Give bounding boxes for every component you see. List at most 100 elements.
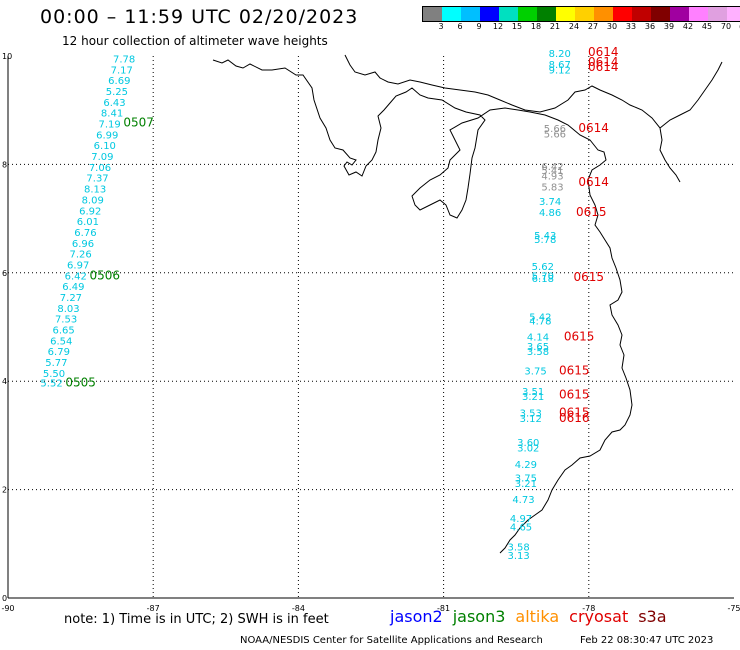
map-grid: 10 8 6 4 2 0-90 -87 -84 -81 -78 -75	[1, 52, 740, 613]
swh-label: 6.10	[94, 141, 116, 152]
swh-label: 8.13	[84, 185, 106, 196]
swh-label: 5.52	[40, 379, 62, 390]
page-title: 00:00 – 11:59 UTC 02/20/2023	[40, 6, 359, 28]
page-subtitle: 12 hour collection of altimeter wave hei…	[62, 34, 328, 48]
swh-label: 4.14	[527, 333, 549, 344]
swh-label: 3.02	[517, 444, 539, 455]
swh-label: 8.67	[549, 60, 571, 71]
swh-label: 6.69	[108, 76, 130, 87]
swh-label: 3.13	[507, 551, 529, 562]
swh-label: 5.66	[544, 124, 566, 135]
swh-label: 6.49	[62, 282, 84, 293]
color-scale-bar	[422, 6, 740, 22]
swh-label: 8.20	[549, 49, 571, 60]
time-label: 0614	[578, 175, 609, 189]
lat-tick-label: 10	[2, 52, 12, 61]
time-label: 0507	[123, 115, 154, 129]
color-scale-label: 24	[568, 22, 580, 31]
swh-label: 4.86	[539, 208, 561, 219]
color-scale-label: 36	[644, 22, 656, 31]
swh-label: 7.27	[60, 293, 82, 304]
time-label: 0616	[559, 411, 590, 425]
swh-label: 7.17	[111, 65, 133, 76]
swh-label: 7.26	[69, 250, 91, 261]
swh-label: 5.62	[532, 262, 554, 273]
swh-label: 4.78	[529, 316, 551, 327]
swh-label: 5.25	[106, 87, 128, 98]
swh-label: 7.06	[89, 163, 111, 174]
color-scale-label: 21	[549, 22, 561, 31]
color-scale-label: 33	[625, 22, 637, 31]
swh-label: 3.21	[515, 479, 537, 490]
swh-label: 7.19	[99, 120, 121, 131]
swh-label: 7.37	[86, 174, 108, 185]
color-scale-label: 6	[457, 22, 463, 31]
swh-label: 5.41	[541, 166, 563, 177]
swh-label: 5.42	[529, 312, 551, 323]
swh-label: 6.43	[103, 98, 125, 109]
swh-label: 8.09	[82, 195, 104, 206]
swh-label: 5.43	[534, 231, 556, 242]
color-swatch	[651, 7, 670, 21]
lon-tick-label: -81	[437, 604, 450, 613]
color-scale-label: 27	[587, 22, 599, 31]
swh-label: 6.96	[72, 239, 94, 250]
swh-label: 9.12	[549, 65, 571, 76]
satellite-legend-jason3: jason3	[452, 607, 506, 626]
swh-label: 5.77	[45, 358, 67, 369]
lon-tick-label: -75	[727, 604, 740, 613]
coastline-north	[344, 54, 723, 183]
satellite-legend-cryosat: cryosat	[569, 607, 629, 626]
lat-tick-label: 4	[2, 377, 7, 386]
swh-label: 6.01	[77, 217, 99, 228]
color-scale-label: 45	[701, 22, 713, 31]
color-scale-label: 42	[682, 22, 694, 31]
color-scale-label: 3	[438, 22, 444, 31]
time-label: 0615	[559, 405, 590, 419]
footer-credit: NOAA/NESDIS Center for Satellite Applica…	[240, 635, 543, 646]
color-swatch	[727, 7, 740, 21]
swh-label: 5.50	[43, 369, 65, 380]
satellite-legend-jason2: jason2	[390, 607, 443, 626]
time-label: 0615	[559, 364, 590, 378]
swh-label: 6.42	[65, 271, 87, 282]
swh-label: 6.65	[53, 326, 75, 337]
swh-label: 8.03	[57, 304, 79, 315]
lat-tick-label: 0	[2, 594, 7, 603]
swh-label: 7.78	[113, 55, 135, 66]
swh-label: 6.99	[96, 130, 118, 141]
color-scale-label: 15	[511, 22, 523, 31]
swh-label: 5.83	[541, 182, 563, 193]
swh-label: 6.54	[50, 336, 72, 347]
color-scale-label: 9	[476, 22, 482, 31]
color-scale-label: 39	[663, 22, 675, 31]
swh-label: 7.09	[91, 152, 113, 163]
color-scale-label: 70	[720, 22, 732, 31]
swh-label: 3.60	[517, 438, 539, 449]
swh-label: 4.93	[541, 172, 563, 183]
color-swatch	[480, 7, 499, 21]
satellite-legend: jason2 jason3 altika cryosat s3a	[390, 607, 677, 626]
swh-label: 4.97	[510, 514, 532, 525]
satellite-legend-s3a: s3a	[638, 607, 667, 626]
time-label: 0614	[588, 45, 619, 59]
color-swatch	[613, 7, 632, 21]
swh-label: 3.21	[522, 392, 544, 403]
time-label: 0506	[90, 268, 121, 282]
swh-label: 3.74	[539, 197, 561, 208]
time-label: 0614	[588, 55, 619, 69]
lon-tick-label: -78	[582, 604, 595, 613]
swh-label: 5.70	[532, 271, 554, 282]
swh-label: 3.12	[520, 414, 542, 425]
color-swatch	[461, 7, 480, 21]
swh-label: 4.65	[510, 522, 532, 533]
color-swatch	[708, 7, 727, 21]
color-swatch	[594, 7, 613, 21]
footer-timestamp: Feb 22 08:30:47 UTC 2023	[580, 635, 714, 646]
color-swatch	[689, 7, 708, 21]
swh-label: 6.97	[67, 260, 89, 271]
swh-label: 3.65	[527, 342, 549, 353]
time-label: 0614	[578, 121, 609, 135]
color-scale-label: 12	[492, 22, 504, 31]
time-label: 0615	[559, 388, 590, 402]
